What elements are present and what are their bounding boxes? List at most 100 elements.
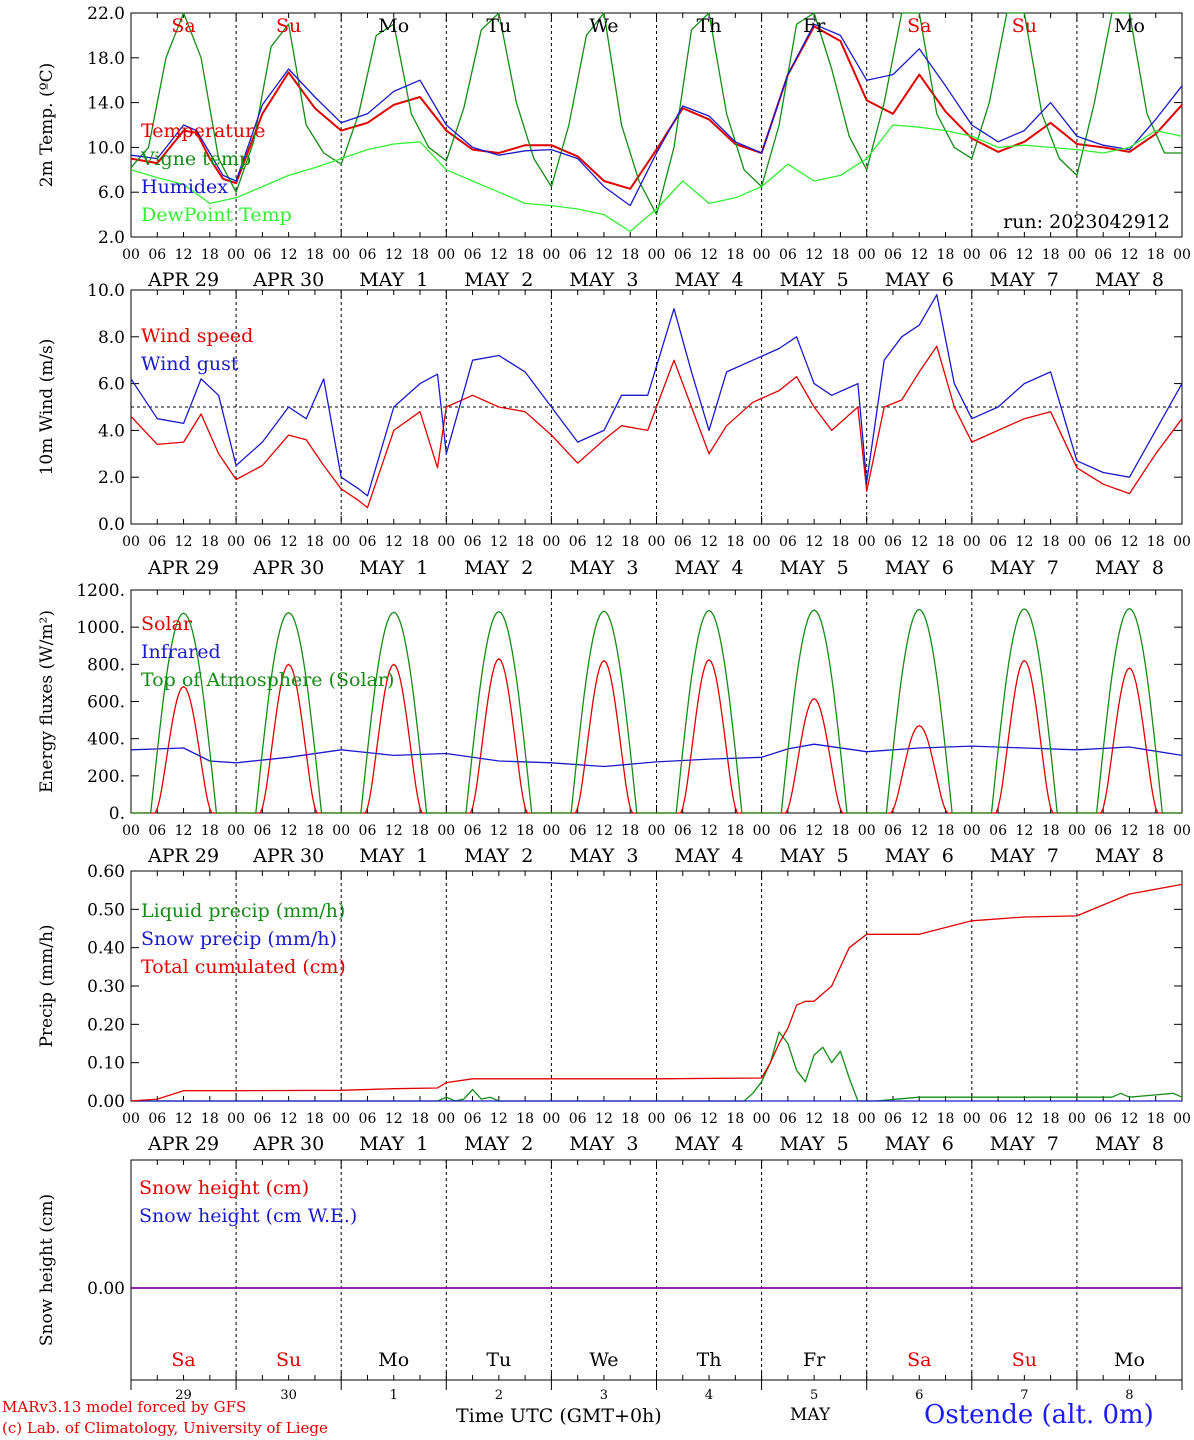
x-date-label: MAY 7 [990,269,1059,291]
bottom-weekday-label: Sa [171,1349,195,1371]
x-hour-label: 00 [1068,823,1086,839]
x-hour-label: 00 [1173,247,1191,263]
legend-entry: Top of Atmosphere (Solar) [141,669,394,691]
x-hour-label: 00 [1173,534,1191,550]
x-hour-label: 06 [569,823,587,839]
x-hour-label: 00 [648,823,666,839]
x-hour-label: 06 [359,1111,377,1127]
x-hour-label: 00 [332,823,350,839]
y-tick-label: 2.0 [98,468,125,488]
x-hour-label: 12 [1015,534,1033,550]
y-tick-label: 0.40 [87,939,125,959]
x-date-label: MAY 4 [674,1133,743,1155]
x-hour-label: 00 [1068,1111,1086,1127]
x-hour-label: 18 [621,823,639,839]
x-date-label: MAY 8 [1095,1133,1164,1155]
x-hour-label: 18 [1147,247,1165,263]
x-hour-label: 18 [411,1111,429,1127]
x-date-label: MAY 6 [885,557,954,579]
x-hour-label: 00 [227,823,245,839]
x-hour-label: 12 [385,1111,403,1127]
y-axis-label: Precip (mm/h) [37,924,57,1047]
run-label: run: 2023042912 [1003,211,1170,233]
x-hour-label: 06 [464,823,482,839]
y-tick-label: 0.00 [87,1092,125,1112]
y-tick-label: 0.10 [87,1054,125,1074]
x-hour-label: 12 [1015,247,1033,263]
series-line [130,294,1183,497]
x-date-label: APR 29 [147,845,219,867]
x-hour-label: 12 [1121,823,1139,839]
x-hour-label: 18 [306,823,324,839]
legend-entry: Snow height (cm W.E.) [139,1205,357,1227]
x-hour-label: 18 [201,534,219,550]
x-hour-label: 12 [280,1111,298,1127]
x-hour-label: 06 [1094,823,1112,839]
weekday-label: Sa [171,15,195,37]
x-date-label: MAY 6 [885,845,954,867]
legend-entry: Wind gust [141,353,239,375]
x-hour-label: 00 [858,1111,876,1127]
panel-3: 0. 200. 400. 600. 800. 1000. 1200. Energy fluxe… [37,581,1191,867]
x-hour-label: 12 [1121,1111,1139,1127]
x-hour-label: 18 [306,1111,324,1127]
x-date-label: APR 30 [252,557,324,579]
x-hour-label: 12 [910,534,928,550]
x-hour-label: 00 [648,534,666,550]
x-date-label: APR 30 [252,1133,324,1155]
day-number-label: 4 [705,1388,713,1403]
x-hour-label: 18 [516,534,534,550]
panel-1: 2.0 6.0 10.0 14.0 18.0 22.0 2m Temp. (ºC) 00 06 1… [37,4,1191,291]
x-hour-label: 18 [937,823,955,839]
x-hour-label: 18 [411,247,429,263]
panel-5: 0.00 Snow height (cm) Snow height (cm) Snow… [37,1159,1183,1381]
day-number-label: 29 [175,1388,192,1403]
y-axis-label: Energy fluxes (W/m²) [37,610,57,793]
x-hour-label: 12 [805,534,823,550]
legend-entry: Snow precip (mm/h) [141,928,337,950]
x-hour-label: 00 [542,247,560,263]
x-hour-label: 18 [832,1111,850,1127]
weekday-label: Su [1012,15,1037,37]
x-hour-label: 06 [569,247,587,263]
series-line [130,345,1183,509]
weekday-label: Mo [1114,15,1145,37]
x-hour-label: 00 [963,1111,981,1127]
legend-entry: Humidex [141,176,228,198]
y-axis-label: 2m Temp. (ºC) [37,63,57,188]
x-hour-label: 18 [621,534,639,550]
x-date-label: APR 29 [147,269,219,291]
x-date-label: MAY 1 [359,1133,428,1155]
x-hour-label: 12 [700,534,718,550]
x-hour-label: 12 [280,247,298,263]
day-number-label: 30 [280,1388,297,1403]
x-hour-label: 06 [464,534,482,550]
x-hour-label: 06 [989,534,1007,550]
x-date-label: APR 30 [252,269,324,291]
legend-entry: Snow height (cm) [139,1177,309,1199]
y-tick-label: 800. [87,655,125,675]
x-hour-label: 18 [726,534,744,550]
x-date-label: APR 29 [147,557,219,579]
x-hour-label: 00 [122,247,140,263]
x-hour-label: 00 [648,247,666,263]
x-hour-label: 18 [937,247,955,263]
x-hour-label: 18 [726,1111,744,1127]
weekday-label: Th [697,15,722,37]
x-hour-label: 12 [910,247,928,263]
legend-entry: Wind speed [141,325,253,347]
x-hour-label: 18 [832,247,850,263]
x-hour-label: 12 [805,1111,823,1127]
x-hour-label: 06 [359,823,377,839]
x-hour-label: 06 [148,247,166,263]
series-line [131,607,1182,814]
x-date-label: MAY 5 [780,1133,849,1155]
x-hour-label: 06 [253,247,271,263]
y-tick-label: 0.30 [87,977,125,997]
x-hour-label: 06 [884,534,902,550]
x-hour-label: 06 [674,534,692,550]
x-hour-label: 12 [595,534,613,550]
x-hour-label: 18 [621,1111,639,1127]
x-hour-label: 18 [1042,1111,1060,1127]
x-hour-label: 06 [779,534,797,550]
